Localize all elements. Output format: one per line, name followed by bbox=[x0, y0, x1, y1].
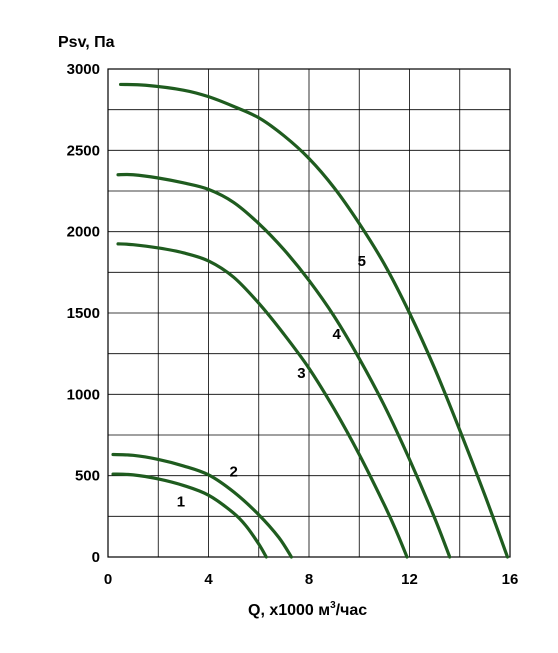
series-label-1: 1 bbox=[177, 494, 185, 511]
y-tick-label: 1000 bbox=[67, 386, 100, 403]
series-line-1 bbox=[111, 472, 268, 559]
x-tick-label: 0 bbox=[104, 571, 112, 588]
grid bbox=[108, 69, 510, 557]
x-axis-title: Q, x1000 м3/час bbox=[248, 600, 367, 619]
y-tick-label: 500 bbox=[75, 468, 100, 485]
y-tick-label: 2000 bbox=[67, 224, 100, 241]
series-label-5: 5 bbox=[358, 253, 366, 270]
x-tick-label: 12 bbox=[401, 571, 418, 588]
x-axis-title-sup: 3 bbox=[330, 600, 336, 611]
series-curves bbox=[111, 82, 510, 559]
x-tick-label: 8 bbox=[305, 571, 313, 588]
y-tick-label: 1500 bbox=[67, 305, 100, 322]
series-line-4 bbox=[116, 172, 452, 559]
x-axis-title-main: Q, x1000 м bbox=[248, 602, 330, 619]
series-label-4: 4 bbox=[332, 326, 341, 343]
y-tick-label: 0 bbox=[92, 549, 100, 566]
series-line-5 bbox=[118, 82, 510, 559]
series-line-2 bbox=[111, 452, 294, 559]
series-labels: 1 2 3 4 5 bbox=[177, 253, 366, 511]
series-label-2: 2 bbox=[229, 463, 237, 480]
y-tick-label: 3000 bbox=[67, 61, 100, 78]
series-line-3 bbox=[116, 242, 409, 559]
y-axis-title: Psv, Па bbox=[58, 34, 115, 51]
x-tick-label: 4 bbox=[204, 571, 213, 588]
x-tick-label: 16 bbox=[502, 571, 519, 588]
series-label-3: 3 bbox=[297, 365, 305, 382]
x-axis-title-unit: /час bbox=[336, 602, 368, 619]
y-tick-label: 2500 bbox=[67, 142, 100, 159]
plot-frame bbox=[107, 68, 511, 558]
